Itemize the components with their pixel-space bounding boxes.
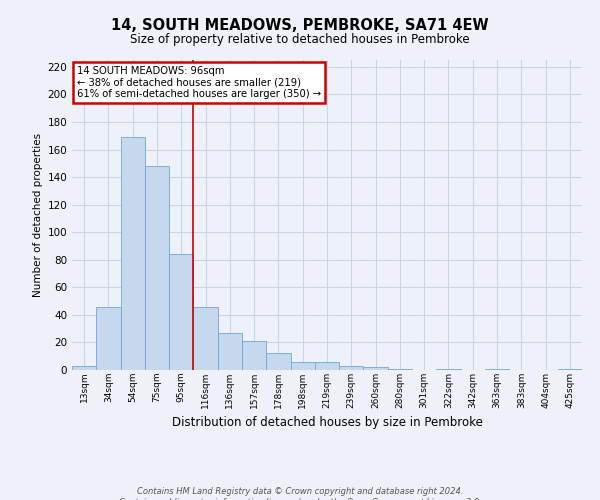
X-axis label: Distribution of detached houses by size in Pembroke: Distribution of detached houses by size … xyxy=(172,416,482,429)
Text: 14, SOUTH MEADOWS, PEMBROKE, SA71 4EW: 14, SOUTH MEADOWS, PEMBROKE, SA71 4EW xyxy=(111,18,489,32)
Bar xyxy=(121,137,145,370)
Bar xyxy=(96,306,121,370)
Bar xyxy=(315,362,339,370)
Bar xyxy=(339,366,364,370)
Bar xyxy=(436,368,461,370)
Bar xyxy=(266,354,290,370)
Y-axis label: Number of detached properties: Number of detached properties xyxy=(33,133,43,297)
Bar xyxy=(364,367,388,370)
Bar xyxy=(218,333,242,370)
Bar xyxy=(145,166,169,370)
Bar xyxy=(388,368,412,370)
Bar xyxy=(242,341,266,370)
Bar xyxy=(193,306,218,370)
Bar xyxy=(290,362,315,370)
Text: Size of property relative to detached houses in Pembroke: Size of property relative to detached ho… xyxy=(130,32,470,46)
Text: Contains HM Land Registry data © Crown copyright and database right 2024.
Contai: Contains HM Land Registry data © Crown c… xyxy=(119,488,481,500)
Text: 14 SOUTH MEADOWS: 96sqm
← 38% of detached houses are smaller (219)
61% of semi-d: 14 SOUTH MEADOWS: 96sqm ← 38% of detache… xyxy=(77,66,321,100)
Bar xyxy=(169,254,193,370)
Bar xyxy=(72,366,96,370)
Bar xyxy=(558,368,582,370)
Bar xyxy=(485,368,509,370)
